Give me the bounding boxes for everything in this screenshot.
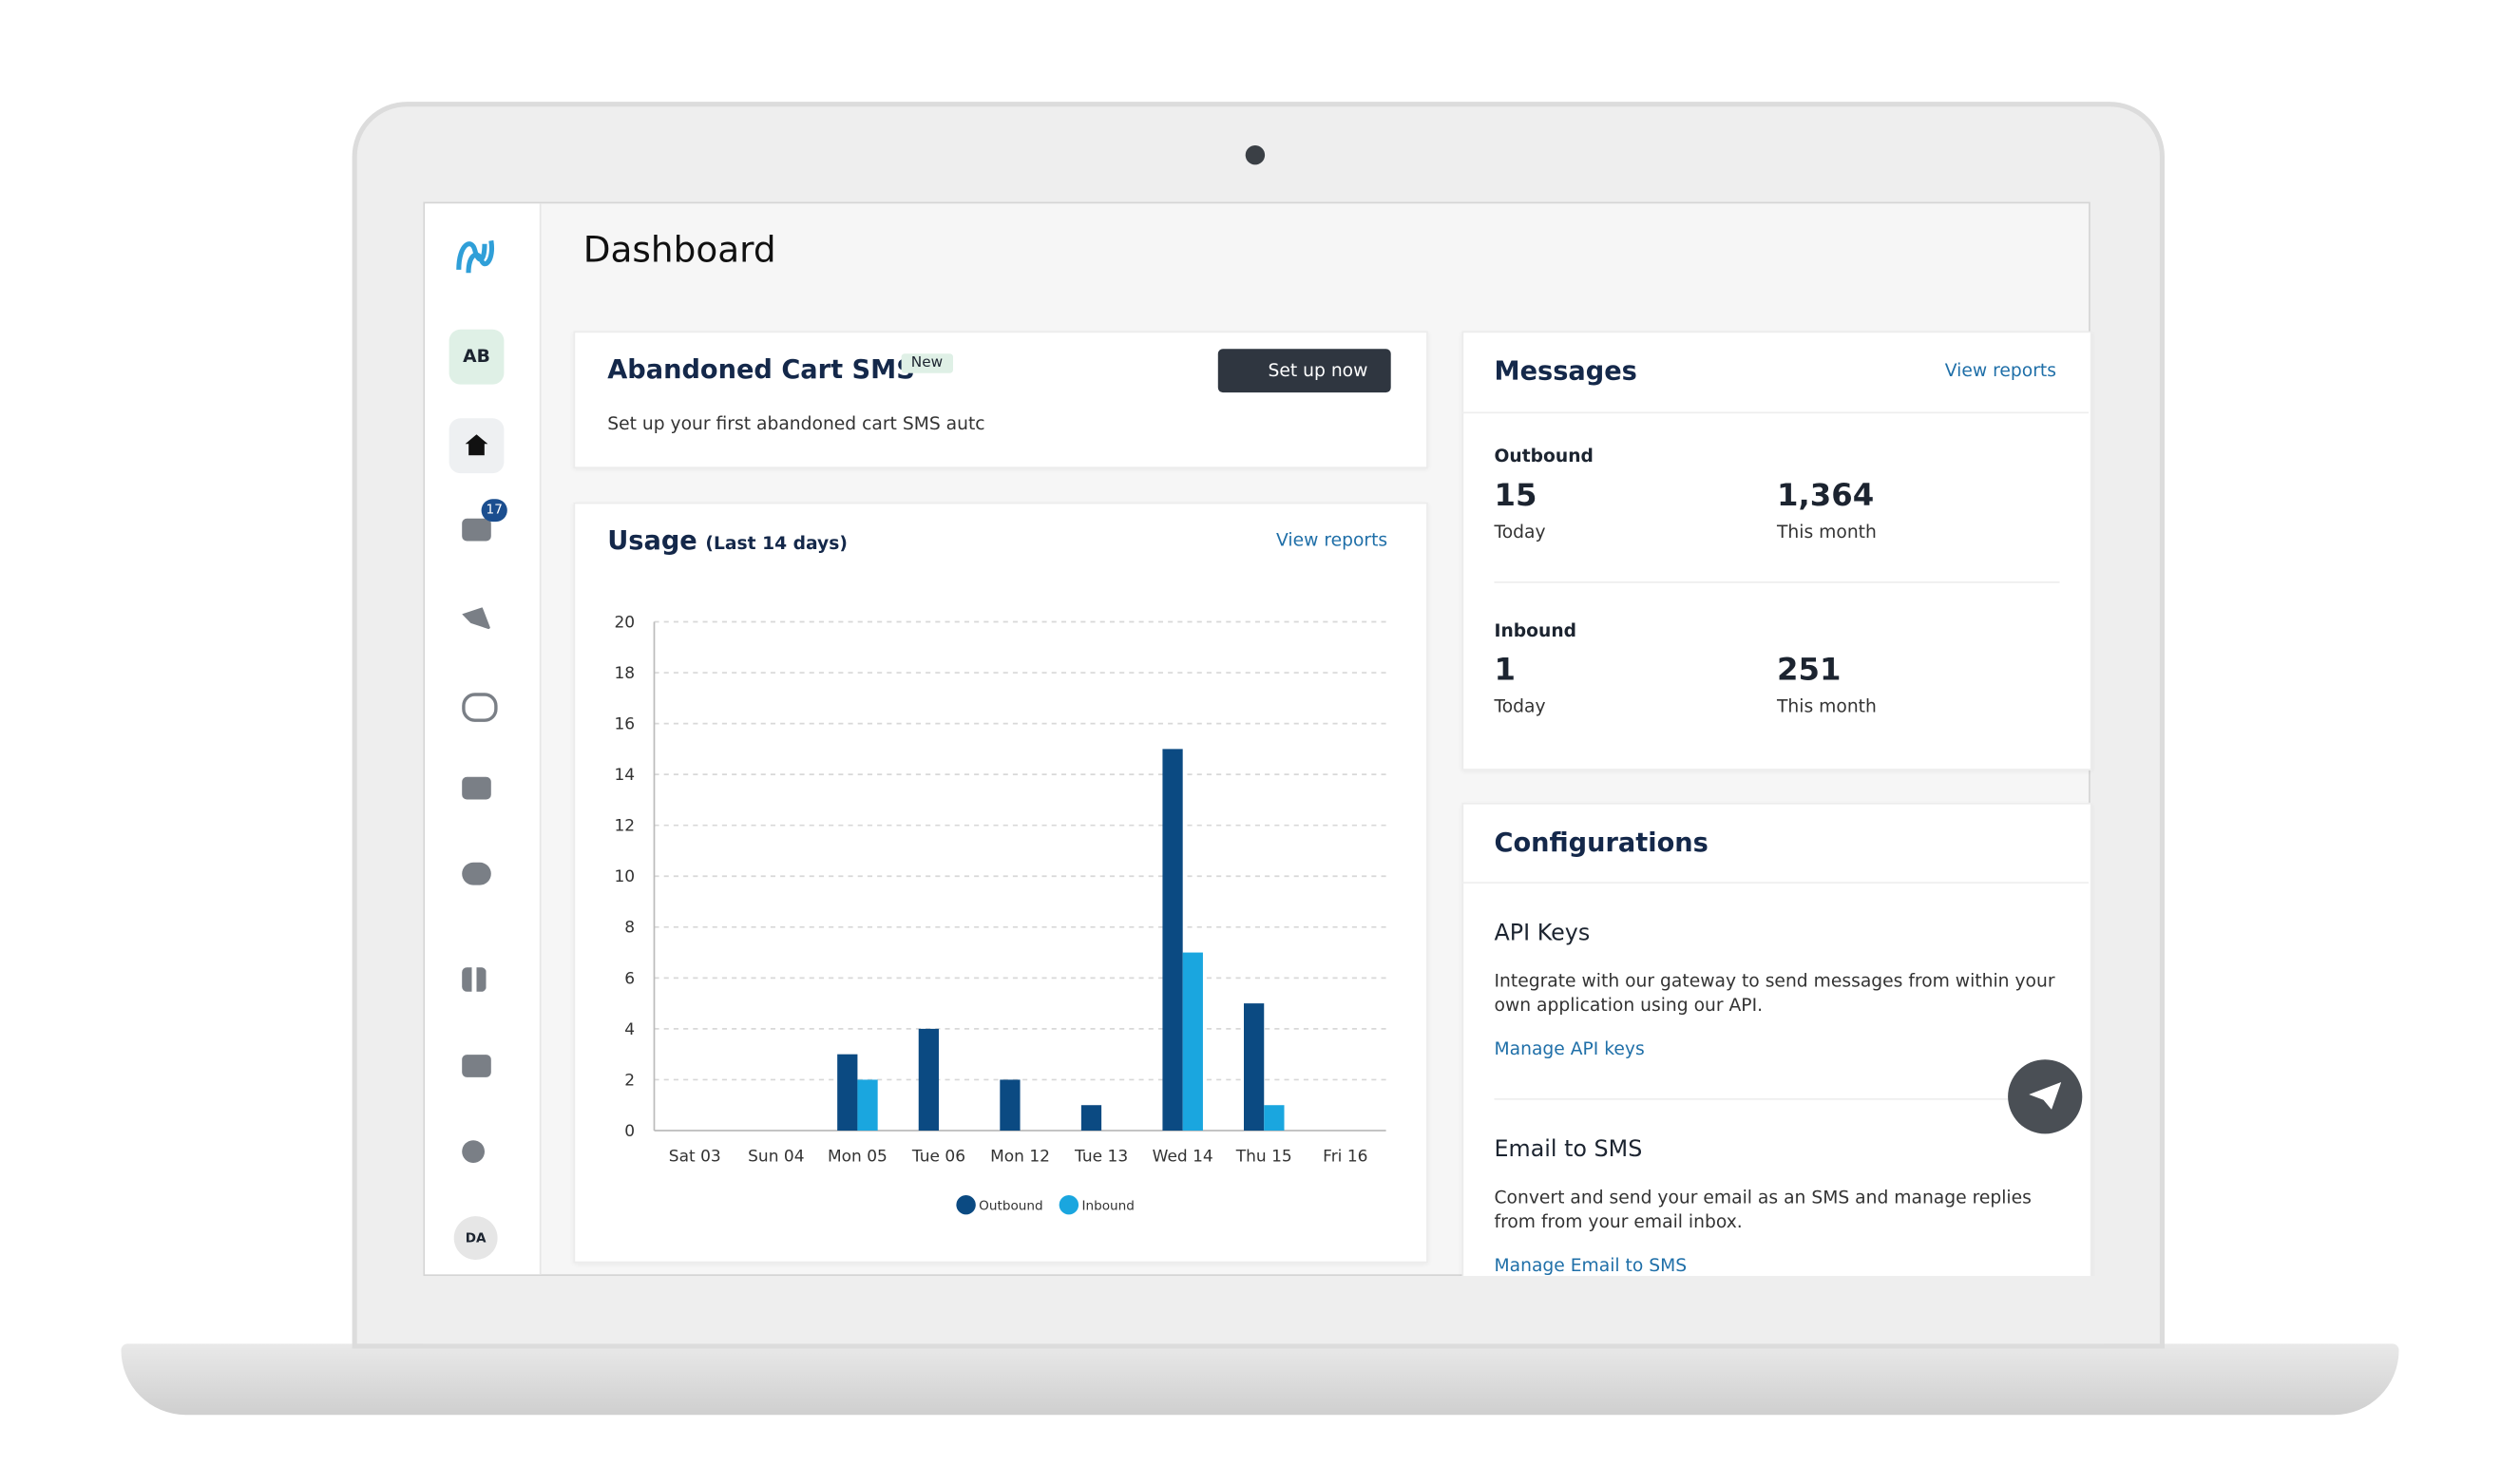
nav-settings[interactable]: [462, 1140, 485, 1163]
nav-home[interactable]: [449, 418, 505, 474]
messages-link[interactable]: View reports: [1944, 360, 2056, 382]
bar: [1000, 1079, 1021, 1131]
bar: [1080, 1105, 1102, 1131]
usage-chart: 0 2 4 6 8 10 12 14 16 18 20 Sat 03 Sun 04 Mon 05 Tue 0…: [614, 613, 1386, 1215]
x-tick-label: Fri 16: [1323, 1147, 1367, 1166]
bar: [857, 1079, 878, 1131]
usage-heading: Usage (Last 14 days): [607, 525, 848, 556]
bar: [1244, 1003, 1265, 1131]
y-tick-label: 18: [614, 664, 635, 683]
y-tick-label: 12: [614, 817, 635, 836]
divider: [1461, 411, 2090, 414]
usage-title: Usage: [607, 524, 697, 556]
card-title: Abandoned Cart SMS: [607, 353, 915, 385]
group-label: Outbound: [1494, 446, 1594, 467]
y-tick-label: 10: [614, 867, 635, 886]
x-tick-label: Tue 13: [1074, 1147, 1128, 1166]
usage-subtitle: (Last 14 days): [705, 533, 848, 555]
new-tag: New: [901, 353, 953, 373]
legend-marker: [956, 1195, 976, 1215]
nav-reports[interactable]: [462, 1055, 491, 1077]
today-count: 15: [1494, 478, 1537, 514]
screen-bottom-mask: [423, 1276, 2104, 1344]
y-tick-label: 2: [624, 1071, 635, 1090]
bar: [1264, 1105, 1285, 1131]
nav-messages[interactable]: [462, 518, 491, 542]
y-tick-label: 6: [624, 969, 635, 988]
month-label: This month: [1777, 522, 1877, 543]
x-tick-label: Tue 06: [911, 1147, 965, 1166]
bar: [1182, 952, 1203, 1131]
camera: [1245, 145, 1266, 165]
workspace-badge[interactable]: AB: [449, 329, 505, 385]
today-label: Today: [1494, 522, 1546, 543]
y-tick-label: 8: [624, 919, 635, 938]
usage-link[interactable]: View reports: [1276, 529, 1388, 551]
divider: [1494, 581, 2060, 583]
nav-library[interactable]: [462, 776, 491, 800]
nav-contacts[interactable]: [462, 862, 491, 885]
divider: [1461, 882, 2090, 884]
today-label: Today: [1494, 695, 1546, 717]
card-description: Set up your first abandoned cart SMS aut…: [607, 413, 985, 435]
messages-title: Messages: [1494, 355, 1637, 387]
config-description: Integrate with our gateway to send messa…: [1494, 970, 2055, 1017]
bar: [918, 1028, 939, 1131]
logo: [456, 239, 495, 274]
usage-card: [573, 502, 1428, 1264]
laptop-base: [121, 1343, 2399, 1416]
notification-count: 17: [481, 499, 507, 523]
legend-marker: [1059, 1195, 1079, 1215]
x-tick-label: Sat 03: [669, 1147, 721, 1166]
month-count: 251: [1777, 652, 1842, 689]
page-title: Dashboard: [582, 231, 776, 272]
config-link[interactable]: Manage Email to SMS: [1494, 1254, 1688, 1276]
group-label: Inbound: [1494, 619, 1577, 641]
y-tick-label: 4: [624, 1020, 635, 1039]
x-tick-label: Mon 05: [828, 1147, 888, 1166]
config-link[interactable]: Manage API keys: [1494, 1038, 1645, 1060]
configurations-title: Configurations: [1494, 827, 1709, 858]
x-tick-label: Mon 12: [990, 1147, 1050, 1166]
nav-flows[interactable]: [462, 693, 498, 722]
divider: [1494, 1098, 2060, 1100]
nav-apps[interactable]: [462, 967, 487, 992]
month-count: 1,364: [1777, 478, 1875, 514]
setup-button[interactable]: Set up now: [1217, 349, 1391, 393]
today-count: 1: [1494, 652, 1516, 689]
config-title: API Keys: [1494, 921, 1591, 947]
messages-card: [1461, 331, 2092, 771]
x-tick-label: Wed 14: [1153, 1147, 1213, 1166]
config-title: Email to SMS: [1494, 1136, 1643, 1163]
y-tick-label: 20: [614, 613, 635, 632]
y-tick-label: 16: [614, 715, 635, 734]
y-tick-label: 0: [624, 1122, 635, 1141]
y-tick-label: 14: [614, 766, 635, 785]
month-label: This month: [1777, 695, 1877, 717]
legend-label: Inbound: [1081, 1198, 1134, 1213]
bar: [1162, 749, 1183, 1131]
config-description: Convert and send your email as an SMS an…: [1494, 1187, 2032, 1233]
send-button[interactable]: [2008, 1059, 2083, 1134]
x-tick-label: Sun 04: [748, 1147, 804, 1166]
user-badge[interactable]: DA: [453, 1216, 498, 1260]
bar: [837, 1054, 858, 1131]
legend-label: Outbound: [979, 1198, 1042, 1213]
x-tick-label: Thu 15: [1235, 1147, 1292, 1166]
